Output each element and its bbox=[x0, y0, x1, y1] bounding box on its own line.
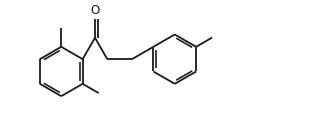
Text: O: O bbox=[90, 4, 100, 17]
